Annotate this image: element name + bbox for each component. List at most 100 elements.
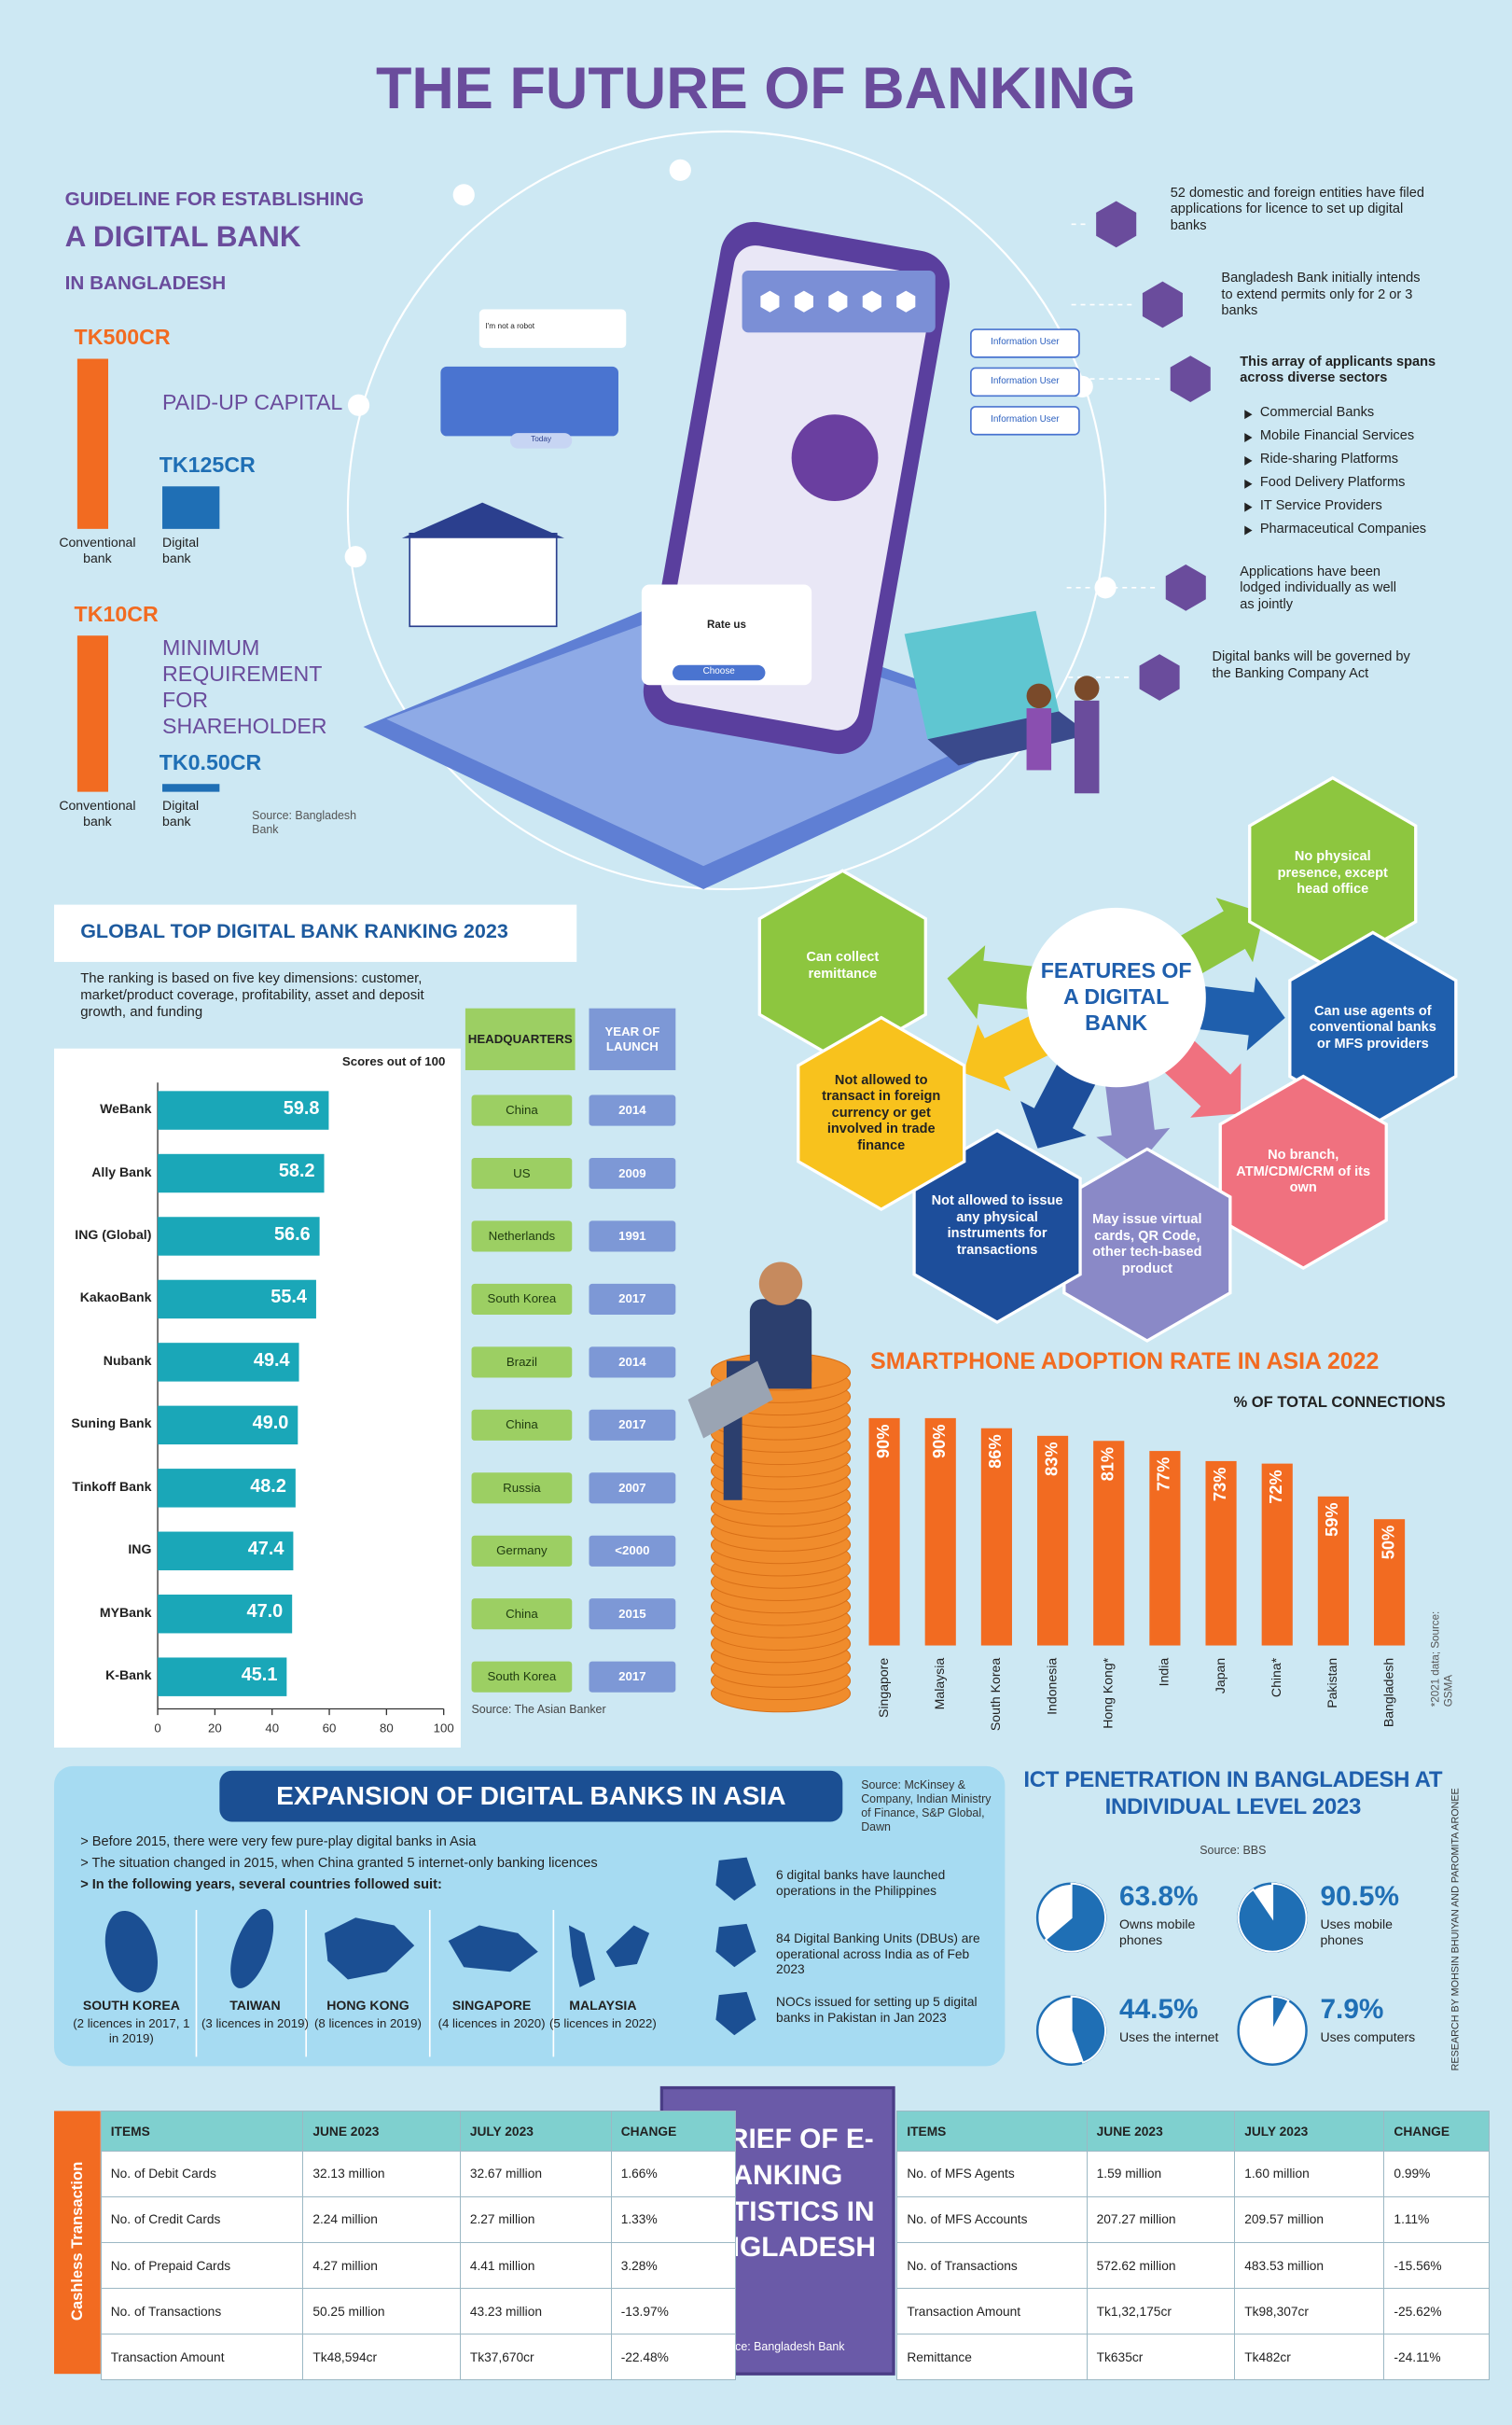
value-label: 72% xyxy=(1266,1470,1285,1503)
hq-text: Germany xyxy=(496,1543,548,1558)
table-cell: 2.27 million xyxy=(459,2195,612,2243)
year-text: <2000 xyxy=(615,1543,650,1558)
hq-text: South Korea xyxy=(487,1669,557,1684)
hq-box xyxy=(471,1661,573,1693)
info-card-text: Information User xyxy=(991,375,1060,386)
section-heading: A DIGITAL BANK xyxy=(64,219,301,254)
year-box xyxy=(589,1472,676,1504)
map-shape xyxy=(715,1923,756,1968)
feature-arrow xyxy=(964,1013,1054,1092)
person-head xyxy=(758,1261,803,1305)
country-name: SINGAPORE xyxy=(451,1998,532,2014)
bar xyxy=(1036,1435,1069,1646)
x-tick-label: Pakistan xyxy=(1325,1658,1339,1708)
x-tick-label: India xyxy=(1157,1658,1172,1687)
bar xyxy=(980,1428,1012,1646)
info-card-text: Information User xyxy=(991,337,1060,348)
bar xyxy=(158,1091,329,1130)
table-cell: No. of Transactions xyxy=(100,2288,304,2335)
x-tick-label: 20 xyxy=(208,1721,222,1735)
sector-item: Commercial Banks xyxy=(1259,405,1375,421)
chart-title: ICT PENETRATION IN BANGLADESH AT INDIVID… xyxy=(1023,1767,1443,1820)
person-body xyxy=(1074,700,1100,794)
table-row: ITEMS JUNE 2023 JULY 2023 CHANGE xyxy=(100,2111,737,2152)
section-heading: GUIDELINE FOR ESTABLISHING xyxy=(64,188,365,211)
x-tick-label: 80 xyxy=(380,1721,394,1735)
table-cell: 1.60 million xyxy=(1234,2150,1385,2197)
date-chip xyxy=(509,433,573,449)
year-text: 2007 xyxy=(618,1480,646,1495)
feature-arrow xyxy=(947,945,1039,1020)
bar xyxy=(1317,1496,1349,1646)
hq-box xyxy=(471,1409,573,1441)
expansion-panel xyxy=(54,1765,1006,2067)
bullet-point: > In the following years, several countr… xyxy=(80,1877,442,1893)
header-cell: JULY 2023 xyxy=(1234,2111,1385,2152)
info-card-text: Information User xyxy=(991,414,1060,425)
value-label: 90% xyxy=(929,1425,949,1458)
year-box xyxy=(589,1220,676,1252)
note: Digital banks will be governed by the Ba… xyxy=(1212,649,1410,681)
note-icon xyxy=(1096,201,1137,248)
rating-title: Rate us xyxy=(707,618,746,631)
y-tick-label: Ally Bank xyxy=(91,1164,152,1179)
hq-text: US xyxy=(513,1165,531,1180)
y-tick-label: Tinkoff Bank xyxy=(72,1478,152,1494)
year-text: 2014 xyxy=(618,1103,646,1118)
feature-hexagon xyxy=(1218,1074,1388,1271)
note: Bangladesh Bank initially intends to ext… xyxy=(1221,271,1421,319)
note-icon xyxy=(1165,564,1206,611)
chart-title: GLOBAL TOP DIGITAL BANK RANKING 2023 xyxy=(80,920,508,943)
feature-text: Not allowed to transact in foreign curre… xyxy=(822,1072,941,1153)
decor-dot xyxy=(669,159,691,181)
table-cell: Tk48,594cr xyxy=(302,2334,461,2381)
bar xyxy=(1093,1441,1125,1646)
table-cell: No. of Transactions xyxy=(896,2241,1088,2290)
feature-arrow xyxy=(1193,977,1285,1052)
value-label: TK10CR xyxy=(74,601,159,626)
info-card xyxy=(970,328,1080,358)
rating-button-text: Choose xyxy=(702,666,735,677)
hq-box xyxy=(471,1220,573,1252)
value-label: 63.8% xyxy=(1119,1881,1199,1913)
bar xyxy=(158,1405,298,1445)
feature-hub xyxy=(1026,907,1206,1088)
stats-table: ITEMS JUNE 2023 JULY 2023 CHANGE No. of Debi… xyxy=(100,2111,737,2381)
table-cell: 43.23 million xyxy=(459,2288,612,2335)
x-tick-label: 0 xyxy=(154,1721,160,1735)
header-box xyxy=(465,1008,576,1070)
x-tick-label: Digital bank xyxy=(162,535,200,566)
bar xyxy=(158,1279,316,1319)
country-note: (4 licences in 2020) xyxy=(437,2016,546,2031)
bullet xyxy=(1244,502,1253,512)
country-name: HONG KONG xyxy=(326,1998,409,2014)
pie-slice xyxy=(1070,1995,1107,2064)
artwork-layer: 0 20 40 60 80 100 90% Singapore 90% Malaysia 86% So… xyxy=(54,130,1462,2376)
header-cell: CHANGE xyxy=(1383,2111,1490,2152)
column-header: HEADQUARTERS xyxy=(467,1031,573,1046)
pie-slice xyxy=(1237,1882,1308,1953)
bar xyxy=(76,358,109,529)
pie-slice xyxy=(1271,1995,1290,2031)
table-cell: Tk482cr xyxy=(1234,2334,1385,2381)
y-tick-label: KakaoBank xyxy=(79,1289,152,1305)
value-label: 77% xyxy=(1154,1457,1173,1491)
bar xyxy=(76,635,109,792)
header-cell: ITEMS xyxy=(100,2111,304,2152)
source: Source: Bangladesh Bank xyxy=(252,808,357,836)
x-tick-label: Japan xyxy=(1213,1658,1228,1693)
x-tick-label: Indonesia xyxy=(1044,1658,1059,1715)
feature-title: FEATURES OF A DIGITAL BANK xyxy=(1040,958,1192,1035)
bar xyxy=(158,1153,325,1193)
value-label: 50% xyxy=(1378,1526,1397,1559)
chart-subtitle: The ranking is based on five key dimensi… xyxy=(80,970,424,1020)
year-text: 2009 xyxy=(618,1165,646,1180)
feature-arrow xyxy=(1096,1074,1171,1166)
x-tick-label: 40 xyxy=(265,1721,279,1735)
feature-arrow xyxy=(1020,1058,1099,1149)
chart-subtitle: % OF TOTAL CONNECTIONS xyxy=(1233,1393,1446,1412)
year-box xyxy=(589,1283,676,1316)
hq-text: China xyxy=(506,1417,538,1432)
value-label: 48.2 xyxy=(250,1475,286,1497)
person-head xyxy=(1074,676,1100,701)
